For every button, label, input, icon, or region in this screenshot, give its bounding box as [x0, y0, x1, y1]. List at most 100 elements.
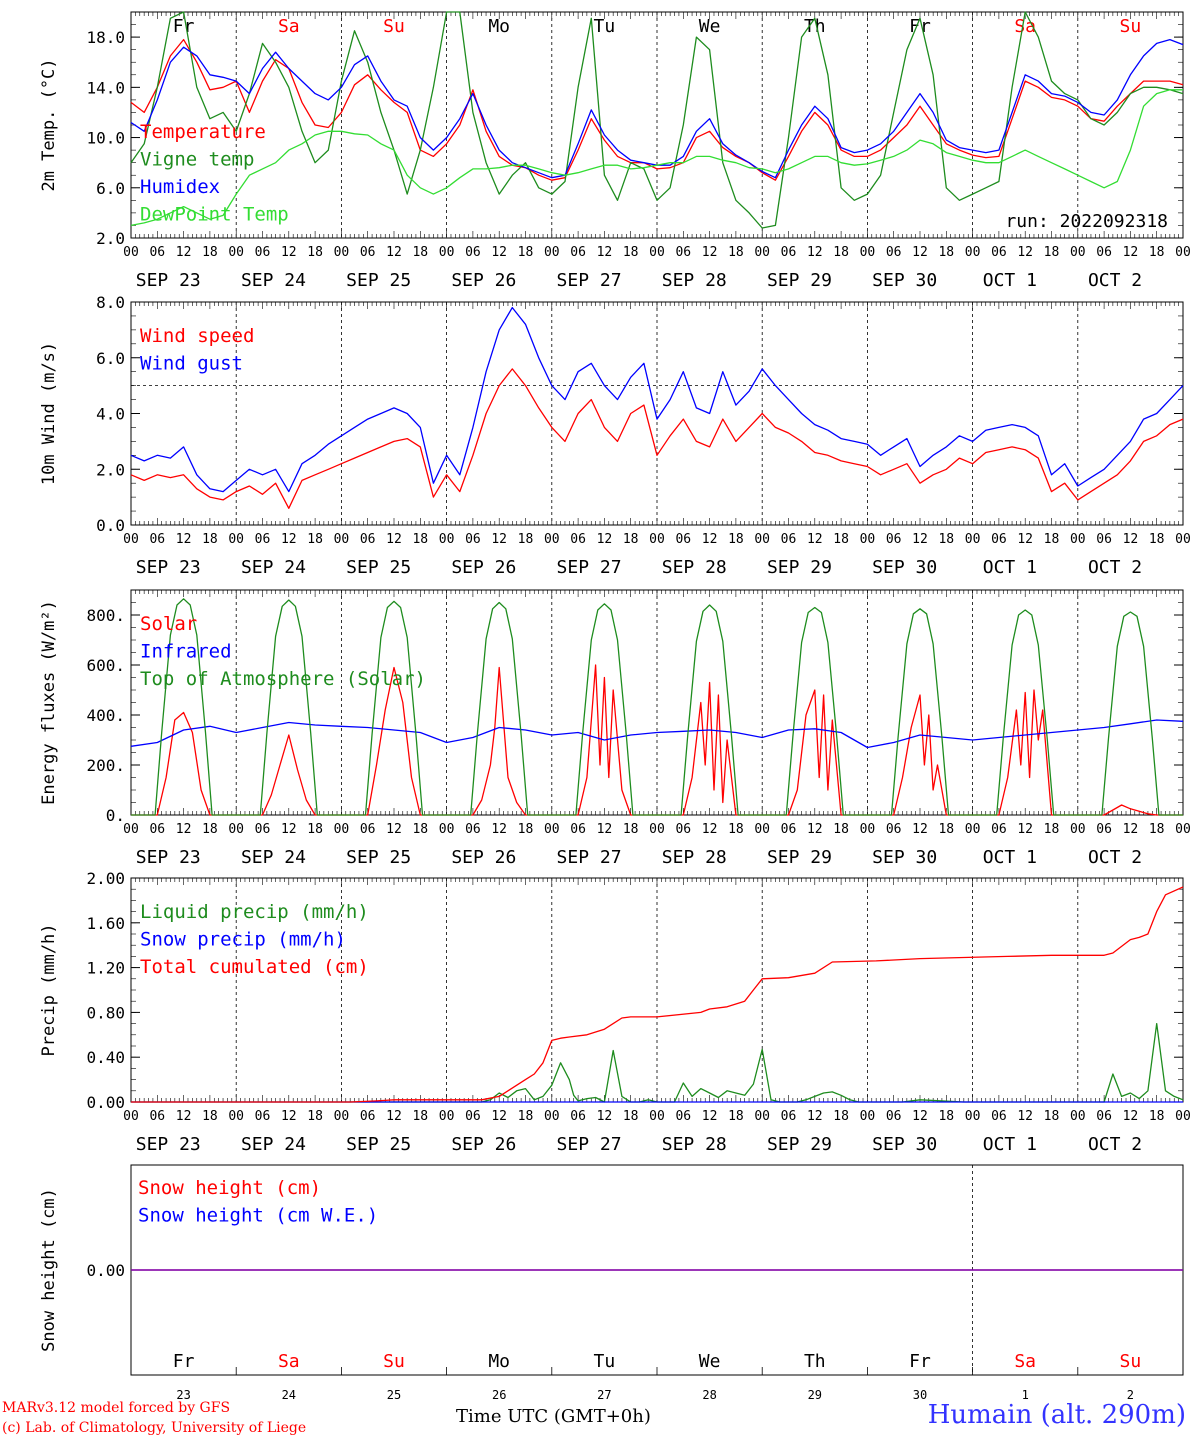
x-hour-label: 06 — [781, 822, 797, 837]
y-axis-label: Snow height (cm) — [39, 1188, 59, 1352]
x-hour-label: 18 — [412, 1109, 428, 1124]
x-date-label: SEP 29 — [767, 557, 832, 578]
day-number-label: 2 — [1127, 1388, 1134, 1402]
x-date-label: SEP 23 — [136, 1134, 201, 1155]
weekday-label: Fr — [173, 1351, 195, 1372]
y-tick-label: 1.20 — [86, 959, 125, 978]
run-annotation: run: 2022092318 — [1005, 211, 1168, 232]
x-hour-label: 06 — [1096, 532, 1112, 547]
x-hour-label: 06 — [886, 1109, 902, 1124]
series-dewpoint-temp — [130, 89, 1183, 227]
x-hour-label: 00 — [544, 822, 560, 837]
weekday-label: Mo — [488, 1351, 510, 1372]
x-date-label: SEP 27 — [557, 847, 622, 868]
x-hour-label: 12 — [597, 822, 613, 837]
weekday-label: Th — [804, 1351, 826, 1372]
x-date-label: SEP 26 — [451, 1134, 516, 1155]
x-hour-label: 00 — [439, 245, 455, 260]
x-hour-label: 18 — [728, 532, 744, 547]
x-date-label: OCT 1 — [983, 847, 1037, 868]
x-hour-label: 12 — [807, 532, 823, 547]
x-hour-label: 00 — [649, 532, 665, 547]
x-hour-label: 18 — [412, 822, 428, 837]
x-hour-label: 00 — [860, 1109, 876, 1124]
x-hour-label: 00 — [228, 532, 244, 547]
x-hour-label: 12 — [597, 245, 613, 260]
x-hour-label: 00 — [965, 532, 981, 547]
legend-entry: Wind speed — [140, 325, 254, 347]
y-tick-label: 10.0 — [86, 129, 125, 148]
x-hour-label: 12 — [1123, 245, 1139, 260]
x-hour-label: 18 — [833, 532, 849, 547]
x-hour-label: 12 — [281, 532, 297, 547]
x-date-label: SEP 23 — [136, 847, 201, 868]
x-hour-label: 18 — [833, 822, 849, 837]
x-hour-label: 12 — [807, 1109, 823, 1124]
day-number-label: 30 — [913, 1388, 927, 1402]
series-temperature — [130, 38, 1184, 181]
x-hour-label: 12 — [1123, 532, 1139, 547]
x-hour-label: 00 — [860, 822, 876, 837]
y-tick-label: 400. — [86, 706, 125, 725]
legend-entry: Infrared — [140, 641, 232, 663]
day-number-label: 23 — [176, 1388, 190, 1402]
y-axis-label: Energy fluxes (W/m²) — [39, 600, 59, 805]
x-hour-label: 12 — [491, 532, 507, 547]
x-hour-label: 06 — [675, 1109, 691, 1124]
x-hour-label: 18 — [623, 245, 639, 260]
weekday-label: Fr — [173, 16, 195, 37]
x-hour-label: 06 — [886, 245, 902, 260]
x-hour-label: 18 — [1044, 532, 1060, 547]
x-hour-label: 12 — [176, 532, 192, 547]
location-label: Humain (alt. 290m) — [927, 1400, 1186, 1430]
y-tick-label: 2.00 — [86, 869, 125, 888]
x-date-label: SEP 25 — [346, 557, 411, 578]
x-hour-label: 00 — [544, 532, 560, 547]
x-hour-label: 18 — [307, 532, 323, 547]
x-hour-label: 06 — [360, 822, 376, 837]
legend-entry: Snow precip (mm/h) — [140, 929, 346, 951]
day-number-label: 28 — [702, 1388, 716, 1402]
x-hour-label: 18 — [1044, 245, 1060, 260]
x-hour-label: 00 — [439, 822, 455, 837]
legend-entry: Snow height (cm) — [138, 1177, 321, 1199]
x-hour-label: 00 — [123, 1109, 139, 1124]
x-hour-label: 06 — [465, 1109, 481, 1124]
x-hour-label: 00 — [965, 245, 981, 260]
x-hour-label: 00 — [439, 532, 455, 547]
x-date-label: OCT 1 — [983, 557, 1037, 578]
x-hour-label: 12 — [491, 245, 507, 260]
x-date-label: SEP 26 — [451, 557, 516, 578]
x-hour-label: 18 — [412, 245, 428, 260]
x-hour-label: 18 — [518, 532, 534, 547]
y-tick-label: 2.0 — [96, 229, 125, 248]
x-hour-label: 00 — [754, 245, 770, 260]
x-hour-label: 12 — [702, 822, 718, 837]
x-hour-label: 06 — [149, 532, 165, 547]
x-hour-label: 00 — [1175, 532, 1191, 547]
legend-entry: Liquid precip (mm/h) — [140, 901, 369, 923]
x-date-label: SEP 30 — [872, 1134, 937, 1155]
x-hour-label: 00 — [334, 1109, 350, 1124]
y-tick-label: 0.0 — [96, 516, 125, 535]
x-date-label: SEP 25 — [346, 270, 411, 291]
y-tick-label: 200. — [86, 756, 125, 775]
y-axis-label: 2m Temp. (°C) — [39, 58, 59, 191]
x-hour-label: 12 — [807, 822, 823, 837]
x-hour-label: 18 — [728, 822, 744, 837]
legend-entry: Total cumulated (cm) — [140, 956, 369, 978]
x-hour-label: 18 — [518, 245, 534, 260]
x-hour-label: 12 — [702, 245, 718, 260]
x-hour-label: 12 — [281, 822, 297, 837]
panel-precip: 0.00 0.40 0.80 1.20 1.60 2.00 Precip (mm/h) 00 0… — [39, 869, 1191, 1155]
x-date-label: SEP 26 — [451, 270, 516, 291]
panel-energy: 0. 200. 400. 600. 800. Energy fluxes (W/m²) 00… — [39, 589, 1191, 868]
x-hour-label: 18 — [307, 822, 323, 837]
x-hour-label: 12 — [491, 1109, 507, 1124]
x-date-label: SEP 28 — [662, 557, 727, 578]
x-hour-label: 18 — [202, 1109, 218, 1124]
x-date-label: SEP 27 — [557, 1134, 622, 1155]
y-tick-label: 4.0 — [96, 405, 125, 424]
x-hour-label: 06 — [570, 1109, 586, 1124]
x-hour-label: 12 — [491, 822, 507, 837]
